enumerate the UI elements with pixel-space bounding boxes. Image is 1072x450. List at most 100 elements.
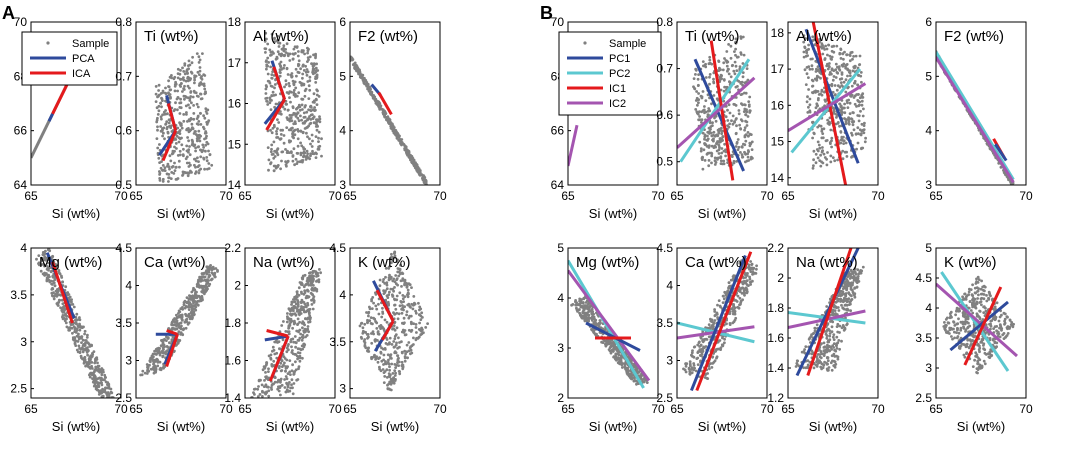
- sample-point: [412, 343, 415, 346]
- sample-point: [170, 152, 174, 156]
- sample-point: [270, 32, 274, 36]
- sample-point: [741, 35, 745, 39]
- sample-point: [84, 364, 87, 368]
- sample-point: [370, 341, 374, 345]
- sample-point: [301, 97, 305, 101]
- subplot-a-2: 65 700.50.60.70.8Si (wt%)Ti (wt%): [115, 15, 233, 221]
- sample-point: [286, 385, 290, 389]
- sample-point: [728, 122, 731, 126]
- sample-point: [722, 61, 726, 65]
- sample-point: [185, 144, 189, 148]
- sample-point: [374, 100, 378, 103]
- sample-point: [197, 164, 201, 167]
- sample-point: [201, 143, 205, 147]
- sample-point: [189, 303, 193, 306]
- sample-point: [40, 259, 44, 262]
- sample-point: [187, 315, 191, 318]
- sample-point: [711, 124, 714, 127]
- sample-point: [309, 118, 313, 121]
- sample-point: [831, 156, 835, 160]
- sample-point: [817, 93, 821, 96]
- sample-point: [738, 65, 742, 69]
- sample-point: [839, 130, 843, 133]
- sample-point: [718, 78, 722, 81]
- y-tick-label: 5: [925, 69, 932, 83]
- sample-point: [814, 152, 818, 156]
- sample-point: [288, 96, 291, 99]
- y-tick-label: 3.5: [115, 316, 132, 330]
- sample-point: [76, 350, 80, 354]
- sample-point: [153, 365, 157, 369]
- sample-point: [814, 59, 818, 63]
- sample-point: [297, 339, 301, 342]
- sample-point: [190, 126, 194, 129]
- sample-point: [394, 307, 398, 311]
- sample-point: [292, 340, 295, 344]
- sample-point: [840, 84, 844, 87]
- sample-point: [202, 125, 205, 129]
- sample-point: [388, 273, 391, 277]
- sample-point: [271, 152, 275, 156]
- sample-point: [288, 370, 292, 374]
- sample-point: [298, 320, 301, 324]
- sample-point: [851, 154, 854, 158]
- sample-point: [41, 253, 45, 256]
- sample-point: [86, 365, 90, 368]
- sample-point: [418, 308, 421, 312]
- sample-point: [273, 352, 277, 356]
- sample-point: [264, 92, 268, 95]
- sample-point: [186, 136, 190, 139]
- sample-point: [172, 77, 176, 81]
- sample-point: [839, 138, 843, 142]
- sample-point: [42, 262, 45, 266]
- sample-point: [401, 279, 405, 282]
- sample-point: [204, 270, 208, 274]
- sample-point: [292, 47, 296, 51]
- sample-point: [816, 140, 820, 144]
- sample-point: [288, 322, 292, 325]
- sample-point: [181, 66, 184, 70]
- sample-point: [293, 133, 297, 137]
- sample-point: [64, 285, 68, 289]
- sample-point: [270, 388, 273, 391]
- x-axis-label: Si (wt%): [371, 419, 419, 434]
- sample-point: [717, 131, 721, 135]
- sample-point: [414, 309, 417, 313]
- x-tick-label: 65: [129, 189, 143, 203]
- sample-point: [839, 81, 843, 84]
- sample-point: [853, 79, 857, 83]
- sample-point: [156, 364, 160, 368]
- sample-point: [160, 339, 163, 342]
- sample-point: [290, 319, 293, 323]
- sample-point: [710, 151, 713, 155]
- sample-point: [706, 152, 709, 156]
- sample-point: [185, 296, 189, 299]
- sample-point: [305, 110, 309, 114]
- sample-point: [295, 309, 299, 313]
- sample-point: [309, 142, 312, 146]
- sample-point: [838, 85, 842, 89]
- sample-point: [287, 343, 290, 346]
- sample-point: [294, 157, 298, 161]
- sample-point: [725, 59, 729, 63]
- sample-point: [806, 54, 809, 57]
- sample-point: [214, 267, 218, 270]
- sample-point: [727, 103, 731, 107]
- sample-point: [694, 68, 698, 72]
- sample-point: [268, 101, 272, 105]
- sample-point: [704, 76, 708, 79]
- sample-point: [204, 149, 207, 153]
- sample-point: [189, 294, 192, 298]
- sample-point: [162, 110, 166, 114]
- sample-point: [35, 257, 38, 261]
- sample-point: [750, 148, 754, 152]
- sample-point: [51, 258, 55, 262]
- x-tick-label: 65: [781, 189, 795, 203]
- sample-point: [171, 326, 175, 330]
- sample-point: [149, 360, 152, 364]
- sample-point: [167, 85, 171, 89]
- sample-point: [99, 381, 103, 385]
- sample-point: [284, 83, 288, 86]
- plot-area: [358, 250, 429, 392]
